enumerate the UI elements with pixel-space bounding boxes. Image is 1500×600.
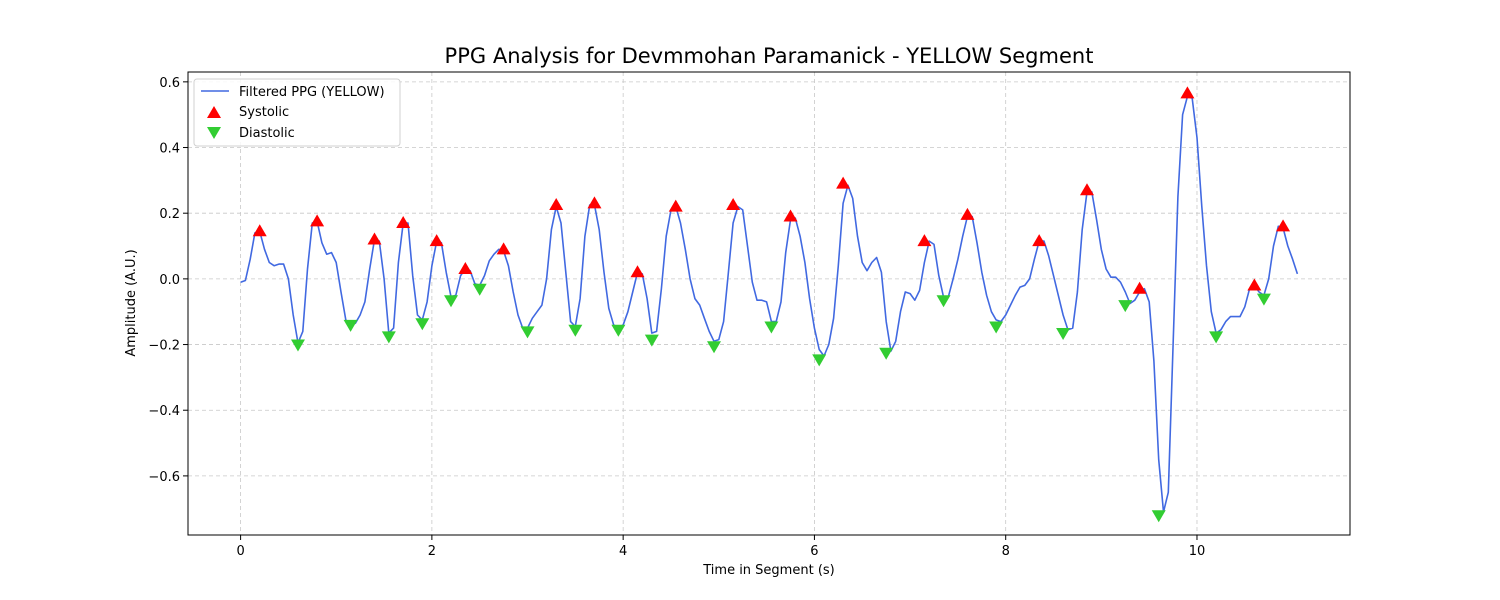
chart-title: PPG Analysis for Devmmohan Paramanick - …	[445, 44, 1094, 68]
x-axis-label: Time in Segment (s)	[702, 563, 834, 578]
y-tick-label: 0.2	[159, 207, 180, 222]
diastolic-marker	[1151, 510, 1166, 523]
systolic-marker	[726, 197, 741, 210]
systolic-marker	[1276, 219, 1291, 232]
systolic-marker	[960, 207, 975, 220]
diastolic-marker	[290, 339, 305, 352]
x-tick-label: 0	[236, 544, 244, 559]
diastolic-marker	[472, 283, 487, 296]
diastolic-marker	[343, 319, 358, 332]
diastolic-marker	[1256, 293, 1271, 306]
legend: Filtered PPG (YELLOW) Systolic Diastolic	[193, 78, 401, 147]
systolic-marker	[587, 196, 602, 209]
legend-label-diastolic: Diastolic	[239, 126, 295, 141]
legend-label-systolic: Systolic	[239, 105, 289, 120]
systolic-marker	[367, 232, 382, 245]
systolic-marker	[836, 176, 851, 189]
diastolic-marker	[381, 331, 396, 344]
systolic-marker	[310, 214, 325, 227]
diastolic-marker	[879, 347, 894, 360]
filtered-ppg-line	[240, 95, 1299, 513]
y-axis-ticks: −0.6 −0.4 −0.2 0.0 0.2 0.4 0.6	[148, 76, 188, 485]
systolic-marker	[630, 265, 645, 278]
systolic-marker	[668, 199, 683, 212]
systolic-marker	[1247, 278, 1262, 291]
x-axis-ticks: 0 2 4 6 8 10	[236, 535, 1205, 559]
y-tick-label: −0.6	[148, 470, 180, 485]
y-axis-label: Amplitude (A.U.)	[124, 249, 139, 356]
diastolic-marker	[1056, 328, 1071, 341]
systolic-marker	[1180, 86, 1195, 99]
x-tick-label: 2	[428, 544, 436, 559]
plot-area	[240, 86, 1299, 523]
systolic-marker	[1032, 234, 1047, 247]
diastolic-marker	[936, 295, 951, 308]
diastolic-marker	[520, 326, 535, 339]
x-tick-label: 4	[619, 544, 627, 559]
systolic-marker	[429, 234, 444, 247]
diastolic-marker	[644, 334, 659, 347]
y-tick-label: −0.4	[148, 404, 180, 419]
systolic-marker	[496, 242, 511, 255]
y-tick-label: 0.4	[159, 142, 180, 157]
grid	[188, 72, 1350, 535]
legend-systolic-marker	[207, 106, 221, 118]
diastolic-marker	[989, 321, 1004, 334]
diastolic-marker	[415, 318, 430, 331]
systolic-marker	[783, 209, 798, 222]
diastolic-marker	[1118, 300, 1133, 313]
y-tick-label: −0.2	[148, 339, 180, 354]
y-tick-label: 0.0	[159, 273, 180, 288]
systolic-marker	[252, 224, 267, 237]
diastolic-marker	[1209, 331, 1224, 344]
systolic-marker	[1132, 281, 1147, 294]
systolic-marker	[458, 262, 473, 275]
plot-frame	[187, 71, 1351, 536]
systolic-marker	[917, 234, 932, 247]
legend-box	[193, 78, 401, 147]
x-tick-label: 6	[810, 544, 818, 559]
diastolic-marker	[444, 295, 459, 308]
x-tick-label: 10	[1189, 544, 1206, 559]
systolic-marker	[1079, 183, 1094, 196]
systolic-marker	[549, 197, 564, 210]
diastolic-marker	[707, 341, 722, 354]
systolic-marker	[396, 216, 411, 229]
diastolic-marker	[812, 354, 827, 367]
legend-diastolic-marker	[207, 127, 221, 139]
diastolic-marker	[568, 324, 583, 337]
y-tick-label: 0.6	[159, 76, 180, 91]
legend-label-filtered: Filtered PPG (YELLOW)	[239, 85, 385, 100]
diastolic-marker	[611, 324, 626, 337]
diastolic-marker	[764, 321, 779, 334]
x-tick-label: 8	[1002, 544, 1010, 559]
